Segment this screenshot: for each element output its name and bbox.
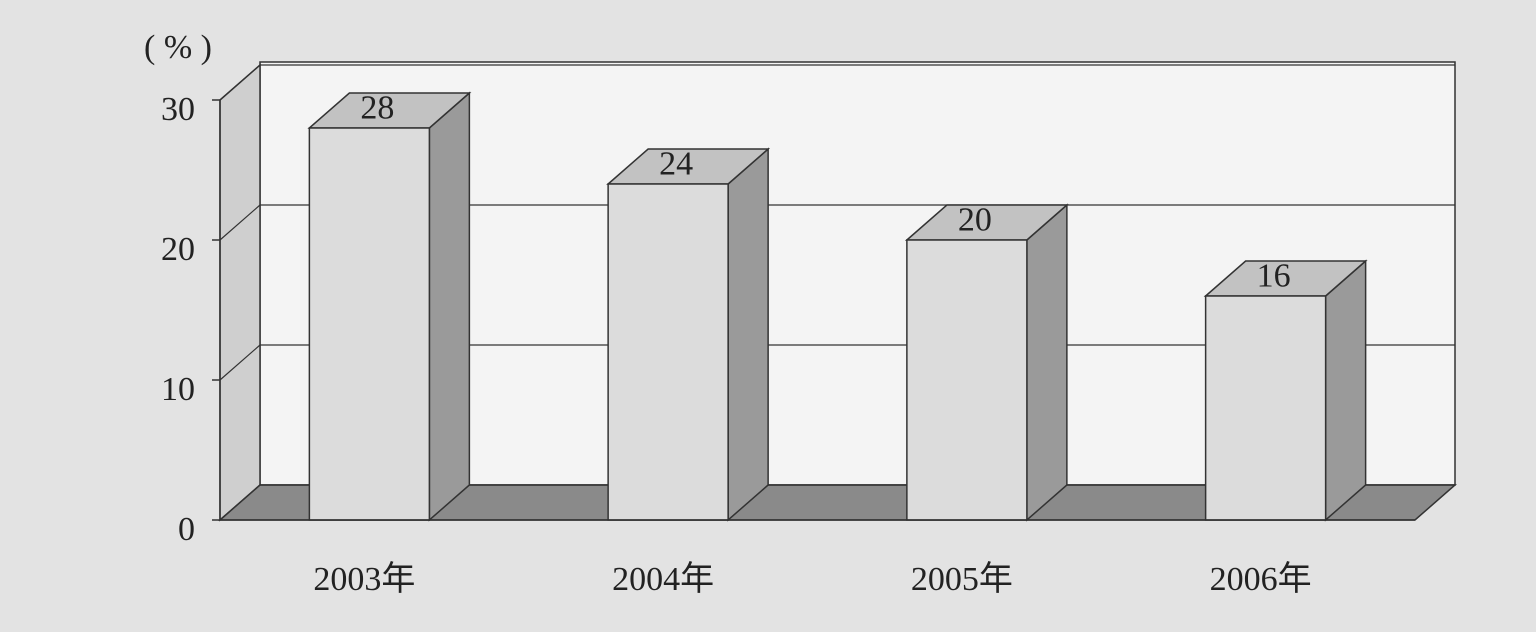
grid-line: [219, 64, 1455, 101]
bar-side: [1026, 203, 1068, 522]
data-label: 16: [1257, 257, 1291, 294]
y-tick-label: 30: [161, 91, 195, 128]
bar: [607, 183, 729, 521]
x-tick-label: 2006年: [1210, 560, 1312, 598]
y-tick-label: 20: [161, 231, 195, 268]
bar-side: [727, 147, 769, 522]
data-label: 28: [360, 89, 394, 126]
bar-side: [1324, 259, 1367, 522]
bar-side: [428, 91, 471, 522]
side-wall: [219, 63, 261, 522]
x-tick-label: 2005年: [911, 560, 1013, 598]
bar: [1204, 295, 1327, 521]
x-tick-label: 2004年: [612, 560, 714, 598]
y-axis-label: ( % ): [144, 29, 212, 66]
bar: [308, 127, 431, 521]
data-label: 24: [659, 145, 693, 182]
data-label: 20: [958, 201, 992, 238]
bar: [906, 239, 1028, 521]
y-tick-label: 0: [178, 511, 195, 548]
x-tick-label: 2003年: [313, 560, 415, 598]
y-tick-label: 10: [161, 371, 195, 408]
